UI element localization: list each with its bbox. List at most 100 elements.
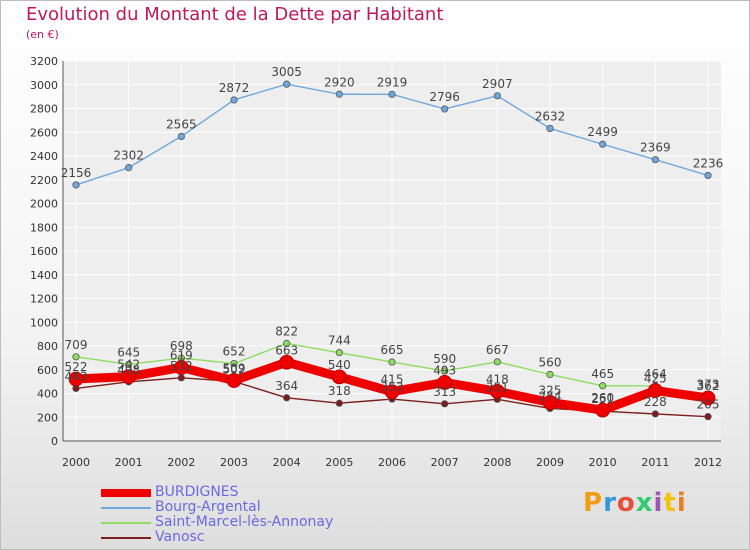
data-point: [441, 367, 449, 375]
data-label: 228: [644, 395, 667, 409]
data-point: [335, 90, 343, 98]
legend-label: Bourg-Argental: [155, 499, 261, 515]
data-label: 2872: [219, 81, 250, 95]
legend-swatch: [101, 537, 151, 539]
data-label: 2156: [61, 166, 92, 180]
data-point: [283, 80, 291, 88]
x-tick-label: 2003: [220, 456, 248, 469]
brand-letter: i: [676, 488, 687, 518]
x-tick-label: 2000: [62, 456, 90, 469]
y-tick-label: 1800: [30, 221, 58, 234]
data-point: [283, 339, 291, 347]
x-tick-label: 2004: [273, 456, 301, 469]
x-tick-label: 2001: [115, 456, 143, 469]
data-label: 522: [65, 360, 88, 374]
chart-subtitle: (en €): [26, 28, 59, 41]
data-point: [173, 360, 189, 375]
data-point: [230, 96, 238, 104]
data-label: 274: [539, 389, 562, 403]
data-label: 418: [486, 372, 509, 386]
data-label: 260: [591, 391, 614, 405]
data-label: 205: [697, 398, 720, 412]
data-point: [647, 383, 663, 398]
data-label: 318: [328, 384, 351, 398]
y-tick-label: 2200: [30, 174, 58, 187]
data-label: 2565: [166, 117, 197, 131]
data-label: 532: [170, 359, 193, 373]
data-label: 2920: [324, 75, 355, 89]
x-tick-label: 2008: [483, 456, 511, 469]
data-point: [651, 156, 659, 164]
chart-title: Evolution du Montant de la Dette par Hab…: [26, 4, 444, 25]
data-point: [493, 92, 501, 100]
data-point: [704, 171, 712, 180]
data-point: [72, 181, 80, 189]
y-tick-label: 2000: [30, 198, 58, 211]
data-point: [542, 395, 558, 410]
x-tick-label: 2006: [378, 456, 406, 469]
y-tick-label: 400: [37, 388, 58, 401]
data-label: 590: [433, 352, 456, 366]
brand-logo: Proxiti: [583, 488, 687, 518]
x-tick-label: 2007: [431, 456, 459, 469]
data-point: [599, 382, 607, 390]
data-point: [177, 374, 185, 382]
data-label: 2302: [113, 149, 144, 163]
y-tick-label: 600: [37, 364, 58, 377]
data-point: [546, 124, 554, 133]
data-label: 443: [65, 369, 88, 383]
data-point: [125, 164, 133, 172]
data-label: 744: [328, 334, 351, 348]
brand-letter: t: [663, 488, 677, 518]
data-label: 822: [275, 324, 298, 338]
data-label: 425: [644, 372, 667, 386]
legend-label: Saint-Marcel-lès-Annonay: [155, 514, 334, 530]
y-tick-label: 1000: [30, 316, 58, 329]
x-tick-label: 2011: [641, 456, 669, 469]
data-point: [331, 369, 347, 385]
data-point: [493, 358, 501, 366]
data-point: [283, 394, 291, 402]
data-label: 373: [697, 378, 720, 392]
data-label: 362: [697, 379, 720, 393]
data-label: 619: [170, 348, 193, 362]
data-label: 540: [328, 358, 351, 372]
data-label: 353: [381, 380, 404, 394]
data-label: 2907: [482, 77, 513, 91]
brand-letter: i: [653, 488, 664, 518]
y-tick-label: 1400: [30, 269, 58, 282]
data-label: 2919: [377, 75, 408, 89]
data-point: [441, 400, 449, 408]
x-tick-label: 2009: [536, 456, 564, 469]
data-point: [68, 371, 84, 387]
y-tick-label: 800: [37, 340, 58, 353]
data-label: 2632: [535, 109, 566, 123]
data-point: [388, 90, 396, 98]
y-tick-label: 2400: [30, 150, 58, 163]
y-tick-label: 3000: [30, 79, 58, 92]
data-point: [704, 413, 712, 421]
data-point: [489, 383, 505, 399]
y-tick-label: 1600: [30, 245, 58, 258]
data-point: [599, 140, 607, 148]
data-point: [226, 373, 242, 388]
brand-letter: x: [635, 488, 654, 518]
data-label: 663: [275, 343, 298, 357]
data-point: [279, 354, 295, 370]
data-point: [230, 359, 238, 368]
legend-swatch: [101, 507, 151, 509]
data-point: [125, 360, 133, 369]
data-label: 2369: [640, 141, 671, 155]
data-label: 667: [486, 343, 509, 357]
legend-swatch: [101, 489, 151, 497]
data-point: [384, 384, 400, 400]
legend-label: Vanosc: [155, 529, 205, 545]
data-label: 709: [65, 338, 88, 352]
data-label: 665: [381, 343, 404, 357]
data-label: 464: [644, 367, 667, 381]
data-label: 560: [539, 356, 562, 370]
data-label: 415: [381, 373, 404, 387]
data-label: 542: [117, 358, 140, 372]
